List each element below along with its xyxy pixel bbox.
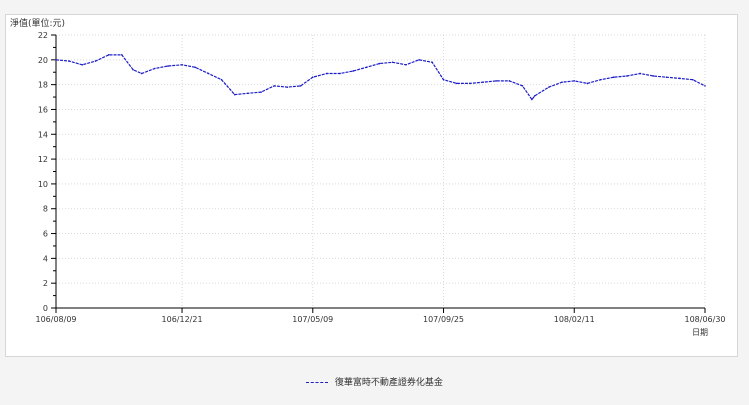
data-point: [233, 93, 236, 96]
x-tick-label: 107/05/09: [292, 315, 333, 324]
data-point: [107, 54, 110, 56]
data-point: [418, 59, 420, 61]
series-layer: [55, 54, 706, 101]
y-tick-label: 20: [38, 56, 48, 65]
data-point: [299, 85, 302, 87]
grid-layer: [56, 34, 706, 308]
data-point: [652, 75, 655, 77]
legend: 復華富時不動產證券化基金: [0, 375, 749, 388]
data-point: [365, 66, 368, 69]
data-point: [121, 54, 123, 56]
data-point: [391, 61, 394, 64]
data-point: [81, 63, 84, 66]
data-point: [247, 92, 249, 95]
legend-swatch: [306, 382, 329, 383]
data-point: [573, 80, 576, 82]
data-point: [260, 91, 262, 93]
data-point: [691, 78, 694, 81]
data-point: [495, 80, 497, 82]
data-point: [286, 86, 289, 88]
data-point: [626, 75, 628, 77]
data-point: [469, 82, 471, 85]
y-tick-label: 22: [38, 31, 48, 40]
data-point: [378, 62, 381, 65]
data-point: [352, 70, 355, 72]
data-point: [326, 72, 328, 75]
data-point: [167, 65, 169, 67]
chart-frame: 淨值(單位:元) 日期 0 2 4 6 8 10 12 14 16 18 20 22 106/08/09…: [5, 14, 738, 357]
y-tick-label: 0: [43, 304, 48, 313]
data-point: [586, 82, 589, 85]
data-point: [455, 82, 458, 85]
data-point: [153, 67, 156, 70]
y-tick-label: 18: [38, 81, 48, 90]
data-point: [207, 72, 210, 75]
data-point: [678, 77, 681, 80]
data-point: [405, 63, 407, 66]
nav-line-chart: 淨值(單位:元) 日期 0 2 4 6 8 10 12 14 16 18 20 22 106/08/09…: [10, 17, 726, 337]
data-point: [431, 61, 434, 64]
data-point: [704, 85, 706, 87]
x-tick-label: 107/09/25: [423, 315, 464, 324]
y-axis-label: 淨值(單位:元): [10, 17, 65, 29]
x-tick-label: 106/12/21: [162, 315, 203, 324]
data-point: [508, 80, 511, 82]
y-tick-label: 4: [43, 254, 48, 263]
data-point: [194, 66, 197, 69]
x-axis-label: 日期: [692, 328, 708, 337]
data-point: [220, 78, 223, 81]
y-tick-label: 16: [38, 105, 48, 114]
y-tick-label: 6: [43, 230, 48, 239]
x-tick-label: 106/08/09: [35, 315, 76, 324]
y-tick-label: 12: [38, 155, 48, 164]
y-tick-label: 8: [43, 205, 48, 214]
data-point: [521, 85, 524, 87]
data-point: [339, 72, 341, 75]
data-point: [94, 60, 97, 62]
series-line: [55, 54, 706, 101]
data-point: [548, 86, 550, 88]
y-tick-label: 10: [38, 180, 48, 189]
data-point: [181, 63, 183, 66]
y-tick-label: 2: [43, 279, 48, 288]
data-point: [68, 60, 70, 62]
data-point: [665, 76, 668, 78]
data-point: [599, 78, 602, 81]
data-point: [639, 72, 641, 75]
axis-layer: 0 2 4 6 8 10 12 14 16 18 20 22 106/08/09 106/12/21 107…: [35, 31, 725, 324]
data-point: [273, 85, 276, 87]
data-point: [531, 98, 533, 101]
data-point: [482, 81, 484, 83]
data-point: [442, 78, 445, 81]
data-point: [311, 76, 314, 78]
data-point: [533, 95, 536, 97]
x-tick-label: 108/02/11: [554, 315, 595, 324]
legend-label: 復華富時不動產證券化基金: [334, 378, 443, 388]
data-point: [132, 68, 134, 71]
data-point: [140, 72, 143, 75]
y-tick-label: 14: [38, 130, 48, 139]
data-point: [55, 59, 57, 61]
data-point: [612, 76, 615, 78]
x-tick-label: 108/06/30: [684, 315, 725, 324]
data-point: [561, 81, 563, 83]
